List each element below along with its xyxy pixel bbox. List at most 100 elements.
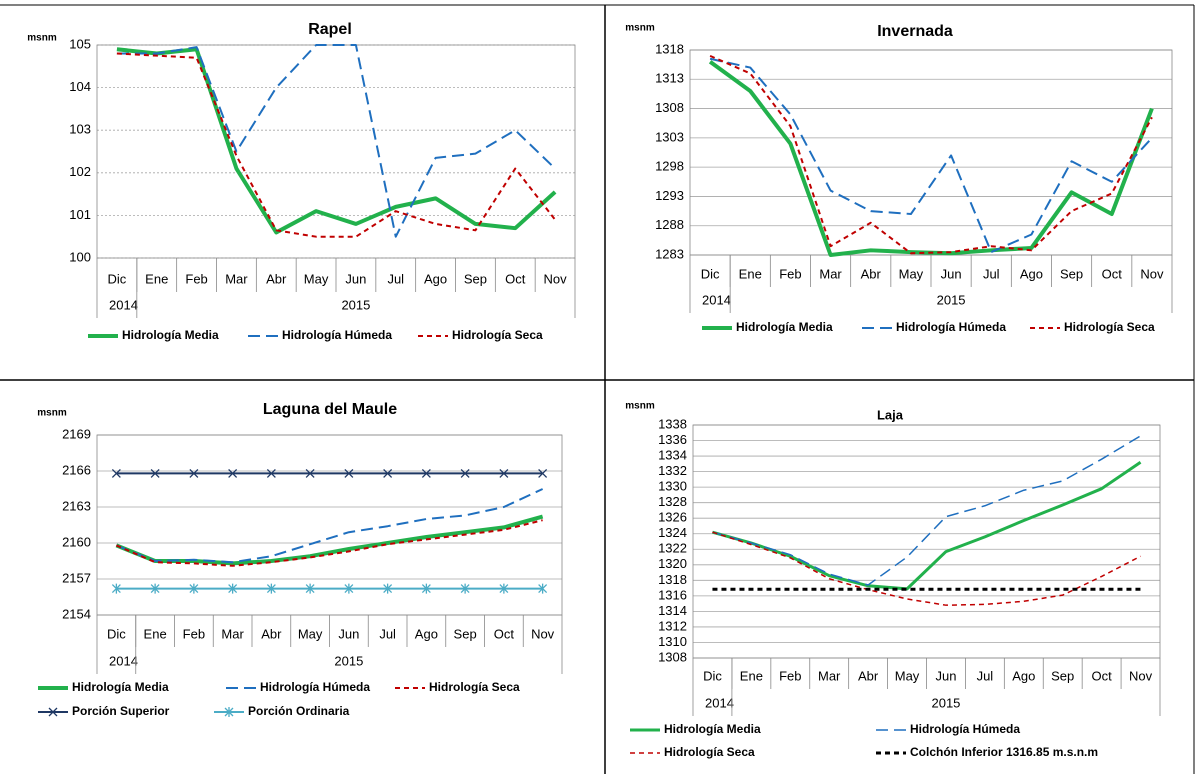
series-line [712,531,1141,606]
y-tick-label: 1303 [655,129,684,144]
marker [305,468,315,478]
x-tick-label: Feb [779,266,801,281]
y-tick-label: 1336 [658,432,687,447]
y-tick-label: 1310 [658,634,687,649]
y-tick-label: 2154 [62,606,91,621]
x-tick-label: Jun [941,266,962,281]
x-tick-label: Abr [858,668,879,683]
marker [228,468,238,478]
marker [189,583,199,594]
y-tick-label: 102 [69,164,91,179]
marker [460,583,470,594]
y-tick-label: 104 [69,79,91,94]
marker [344,468,354,478]
legend-label: Hidrología Seca [452,328,543,342]
marker [48,707,58,717]
legend-label: Hidrología Media [72,680,169,694]
x-tick-label: Jul [387,271,404,286]
x-tick-label: Jul [983,266,1000,281]
y-tick-label: 1328 [658,494,687,509]
legend-label: Hidrología Húmeda [896,320,1006,334]
x-tick-label: Dic [107,626,126,641]
chart-title: Laguna del Maule [263,401,397,418]
legend-label: Porción Ordinaria [248,704,350,718]
y-tick-label: 2160 [62,534,91,549]
y-tick-label: 1293 [655,188,684,203]
y-tick-label: 2163 [62,498,91,513]
series-line [115,519,543,567]
marker [460,468,470,478]
x-group-label: 2014 [702,292,731,307]
x-tick-label: Sep [464,271,487,286]
marker [228,583,238,594]
y-tick-label: 1308 [655,100,684,115]
x-tick-label: Ago [415,626,438,641]
y-tick-label: 2169 [62,426,91,441]
x-tick-label: Ene [740,668,763,683]
x-group-label: 2015 [341,297,370,312]
x-group-label: 2015 [334,653,363,668]
y-tick-label: 1313 [655,71,684,86]
x-tick-label: May [899,266,924,281]
x-tick-label: Jul [379,626,396,641]
y-tick-label: 1283 [655,246,684,261]
x-tick-label: Ago [424,271,447,286]
marker [189,468,199,478]
x-tick-label: Oct [1092,668,1113,683]
series-line [116,488,544,564]
x-group-label: 2014 [109,653,138,668]
x-tick-label: Dic [701,266,720,281]
marker [266,468,276,478]
marker [383,583,393,594]
y-axis-label: msnm [625,401,655,412]
legend-label: Hidrología Húmeda [282,328,392,342]
y-axis-label: msnm [27,33,57,44]
chart-title: Invernada [877,23,953,40]
y-tick-label: 101 [69,207,91,222]
x-tick-label: Ene [145,271,168,286]
legend-label: Hidrología Seca [429,680,520,694]
series-line [116,47,557,235]
x-tick-label: Nov [531,626,555,641]
marker [224,707,234,717]
x-tick-label: Nov [1129,668,1153,683]
legend-label: Hidrología Media [122,328,219,342]
marker [111,583,121,594]
x-tick-label: Feb [183,626,205,641]
legend-label: Hidrología Media [664,722,761,736]
x-tick-label: Jun [338,626,359,641]
marker [305,583,315,594]
y-tick-label: 1312 [658,618,687,633]
series-line [712,435,1141,586]
marker [150,468,160,478]
x-tick-label: Feb [779,668,801,683]
x-tick-label: Jul [977,668,994,683]
y-tick-label: 1334 [658,448,687,463]
x-tick-label: Jun [345,271,366,286]
y-tick-label: 1308 [658,649,687,664]
legend-label: Hidrología Seca [664,745,755,759]
legend-label: Hidrología Media [736,320,833,334]
x-group-label: 2015 [937,292,966,307]
chart-title: Laja [877,407,904,422]
y-axis-label: msnm [37,408,67,419]
x-tick-label: Abr [261,626,282,641]
x-tick-label: Mar [819,266,842,281]
marker [150,583,160,594]
x-tick-label: May [895,668,920,683]
x-tick-label: Mar [225,271,248,286]
y-tick-label: 1314 [658,603,687,618]
x-tick-label: Dic [703,668,722,683]
marker [538,468,548,478]
x-tick-label: Nov [544,271,568,286]
x-tick-label: Oct [494,626,515,641]
y-tick-label: 1318 [655,41,684,56]
y-tick-label: 1322 [658,541,687,556]
y-tick-label: 1324 [658,525,687,540]
series-line [712,461,1142,591]
x-tick-label: May [304,271,329,286]
marker [538,583,548,594]
x-tick-label: Oct [505,271,526,286]
x-tick-label: Ene [739,266,762,281]
